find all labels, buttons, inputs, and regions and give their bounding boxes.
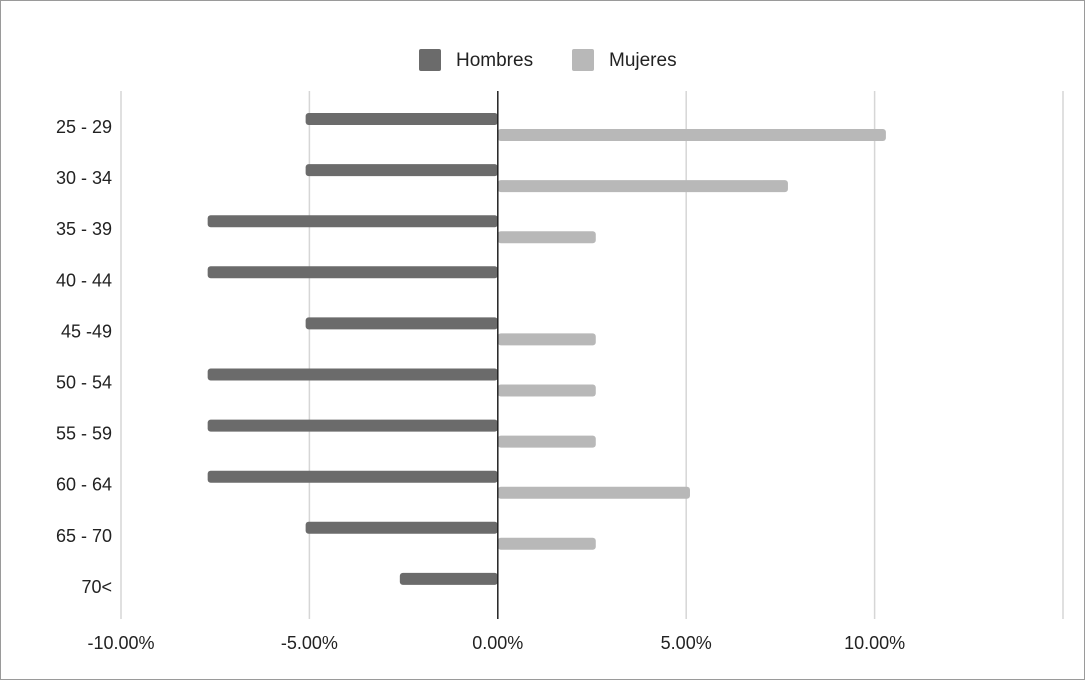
category-label: 30 - 34 — [56, 168, 112, 188]
category-label: 50 - 54 — [56, 373, 112, 393]
bar-hombres-3 — [207, 266, 498, 279]
category-labels: 25 - 29 30 - 34 35 - 39 40 - 44 45 -49 50 - 5… — [56, 117, 112, 597]
bar-hombres-4 — [305, 317, 498, 330]
bar-hombres-0 — [305, 113, 498, 125]
category-label: 25 - 29 — [56, 117, 112, 137]
x-tick-label: -5.00% — [281, 633, 338, 653]
bar-hombres-8 — [305, 521, 498, 534]
bar-hombres-7 — [207, 470, 498, 483]
x-tick-label: 0.00% — [472, 633, 523, 653]
bar-hombres-1 — [305, 164, 498, 177]
category-label: 35 - 39 — [56, 219, 112, 239]
bar-mujeres-5 — [497, 384, 596, 397]
category-label: 45 -49 — [61, 321, 112, 341]
legend-swatch-hombres — [419, 49, 441, 71]
legend-label-mujeres: Mujeres — [609, 50, 677, 71]
x-tick-label: 10.00% — [844, 633, 905, 653]
bars — [207, 113, 886, 585]
bar-mujeres-4 — [497, 333, 596, 346]
bar-hombres-5 — [207, 368, 498, 381]
x-tick-label: -10.00% — [87, 633, 154, 653]
bar-hombres-6 — [207, 419, 498, 432]
bar-mujeres-7 — [497, 486, 690, 499]
category-label: 60 - 64 — [56, 475, 112, 495]
legend: Hombres Mujeres — [419, 49, 677, 71]
bar-hombres-9 — [399, 572, 498, 585]
bar-mujeres-6 — [497, 435, 596, 448]
bar-mujeres-0 — [497, 129, 886, 141]
bar-hombres-2 — [207, 215, 498, 228]
legend-label-hombres: Hombres — [456, 50, 533, 71]
category-label: 55 - 59 — [56, 424, 112, 444]
bar-mujeres-8 — [497, 537, 596, 550]
category-label: 70< — [81, 577, 112, 597]
category-label: 40 - 44 — [56, 270, 112, 290]
legend-swatch-mujeres — [572, 49, 594, 71]
x-tick-labels: -10.00% -5.00% 0.00% 5.00% 10.00% — [87, 633, 905, 653]
bar-mujeres-1 — [497, 180, 788, 193]
x-tick-label: 5.00% — [661, 633, 712, 653]
category-label: 65 - 70 — [56, 526, 112, 546]
bar-mujeres-2 — [497, 231, 596, 244]
